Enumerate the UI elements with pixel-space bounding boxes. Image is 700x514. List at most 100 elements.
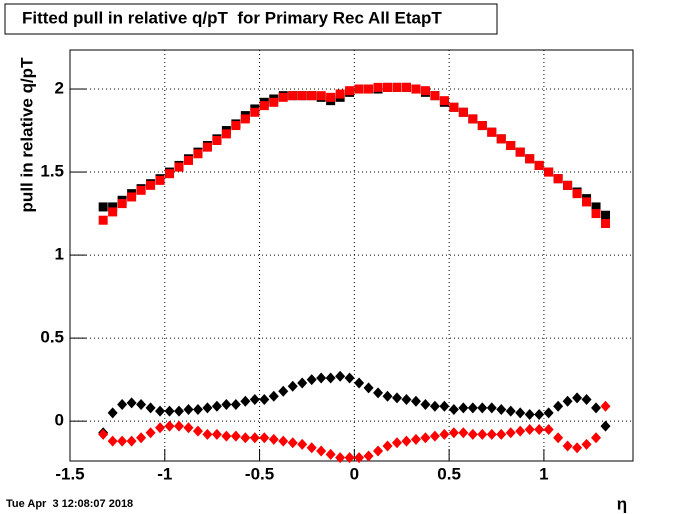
diamond-marker xyxy=(467,428,478,440)
diamond-marker xyxy=(439,428,450,440)
square-marker xyxy=(420,86,430,96)
square-marker xyxy=(108,207,118,217)
diamond-marker xyxy=(230,399,241,411)
square-marker xyxy=(127,192,137,202)
square-marker xyxy=(591,202,601,212)
diamond-marker xyxy=(221,399,232,411)
diamond-marker xyxy=(183,404,194,416)
x-tick-label: 0.5 xyxy=(437,464,461,483)
diamond-marker xyxy=(126,397,137,409)
x-axis-label: η xyxy=(617,494,627,513)
square-marker xyxy=(221,129,231,139)
square-marker xyxy=(117,199,127,209)
diamond-marker xyxy=(401,435,412,447)
square-marker xyxy=(534,160,544,170)
x-tick-label: -1.5 xyxy=(55,464,84,483)
square-marker xyxy=(582,197,592,207)
diamond-marker xyxy=(126,435,137,447)
square-marker xyxy=(411,84,421,94)
diamond-marker xyxy=(107,435,118,447)
diamond-marker xyxy=(553,432,564,444)
diamond-marker xyxy=(543,423,554,435)
diamond-marker xyxy=(117,399,128,411)
y-tick-label: 0.5 xyxy=(40,328,64,347)
square-marker xyxy=(430,91,440,101)
square-marker xyxy=(373,82,383,92)
diamond-marker xyxy=(534,409,545,421)
diamond-marker xyxy=(410,433,421,445)
diamond-marker xyxy=(420,432,431,444)
diamond-marker xyxy=(363,450,374,462)
square-marker xyxy=(468,114,478,124)
diamond-marker xyxy=(515,407,526,419)
diamond-marker xyxy=(325,372,336,384)
diamond-marker xyxy=(458,402,469,414)
diamond-marker xyxy=(164,420,175,432)
square-marker xyxy=(515,147,525,157)
square-marker xyxy=(601,210,611,220)
diamond-marker xyxy=(382,440,393,452)
diamond-marker xyxy=(600,420,611,432)
diamond-marker xyxy=(173,405,184,417)
diamond-marker xyxy=(240,432,251,444)
diamond-marker xyxy=(505,405,516,417)
diamond-marker xyxy=(581,394,592,406)
y-tick-label: 1 xyxy=(55,245,64,264)
diamond-marker xyxy=(553,400,564,412)
square-marker xyxy=(98,215,108,225)
square-marker xyxy=(525,154,535,164)
y-tick-label: 1.5 xyxy=(40,162,64,181)
square-marker xyxy=(288,91,298,101)
square-marker xyxy=(544,167,554,177)
square-marker xyxy=(591,209,601,219)
diamond-marker xyxy=(524,409,535,421)
square-marker xyxy=(269,97,279,107)
diamond-marker xyxy=(316,445,327,457)
x-tick-label: -1 xyxy=(157,464,172,483)
x-tick-label: -0.5 xyxy=(245,464,274,483)
diamond-marker xyxy=(249,394,260,406)
diamond-marker xyxy=(278,385,289,397)
square-marker xyxy=(401,82,411,92)
diamond-marker xyxy=(173,420,184,432)
diamond-marker xyxy=(344,452,355,464)
diamond-marker xyxy=(477,402,488,414)
square-marker xyxy=(458,107,468,117)
y-tick-label: 0 xyxy=(55,411,64,430)
square-marker xyxy=(307,91,317,101)
diamond-marker xyxy=(335,370,346,382)
title-box xyxy=(4,3,498,35)
square-marker xyxy=(297,91,307,101)
square-marker xyxy=(601,219,611,229)
diamond-marker xyxy=(155,422,166,434)
diamond-marker xyxy=(202,428,213,440)
diamond-marker xyxy=(297,438,308,450)
square-marker xyxy=(496,134,506,144)
square-marker xyxy=(136,185,146,195)
diamond-marker xyxy=(486,428,497,440)
square-marker xyxy=(563,180,573,190)
diamond-marker xyxy=(183,422,194,434)
diamond-marker xyxy=(486,402,497,414)
diamond-marker xyxy=(202,402,213,414)
diamond-marker xyxy=(391,437,402,449)
square-marker xyxy=(259,101,269,111)
diamond-marker xyxy=(591,402,602,414)
diamond-marker xyxy=(268,390,279,402)
diamond-marker xyxy=(287,380,298,392)
diamond-marker xyxy=(515,425,526,437)
square-marker xyxy=(231,121,241,131)
square-marker xyxy=(146,180,156,190)
diamond-marker xyxy=(107,407,118,419)
square-marker xyxy=(316,91,326,101)
y-tick-label: 2 xyxy=(55,79,64,98)
square-marker xyxy=(183,155,193,165)
diamond-marker xyxy=(439,400,450,412)
diamond-marker xyxy=(344,372,355,384)
square-marker xyxy=(193,149,203,159)
square-marker xyxy=(165,169,175,179)
square-marker xyxy=(383,82,393,92)
square-marker xyxy=(155,175,165,185)
diamond-marker xyxy=(581,438,592,450)
